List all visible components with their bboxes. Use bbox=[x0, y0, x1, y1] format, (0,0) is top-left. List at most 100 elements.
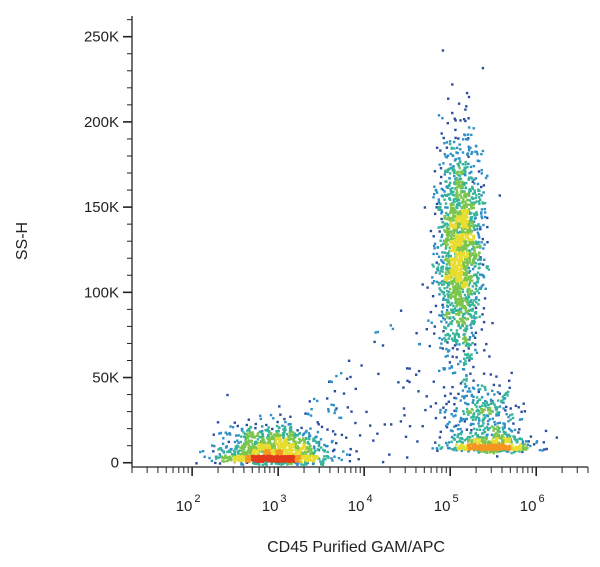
event-dot bbox=[466, 272, 469, 275]
x-tick-label: 10 5 bbox=[434, 493, 459, 515]
event-dot bbox=[439, 206, 442, 209]
event-dot bbox=[445, 279, 449, 283]
event-dot bbox=[294, 446, 297, 449]
event-dot bbox=[454, 225, 458, 228]
event-dot bbox=[348, 460, 352, 463]
event-dot bbox=[510, 371, 513, 375]
event-dot bbox=[251, 431, 254, 434]
event-dot bbox=[312, 451, 315, 455]
event-dot bbox=[437, 226, 440, 229]
event-dot bbox=[506, 446, 510, 449]
event-dot bbox=[448, 301, 451, 304]
event-dot bbox=[449, 317, 452, 320]
event-dot bbox=[503, 424, 506, 427]
event-dot bbox=[497, 434, 501, 437]
event-dot bbox=[313, 397, 316, 401]
event-dot bbox=[459, 382, 463, 385]
event-dot bbox=[461, 322, 465, 326]
event-dot bbox=[454, 243, 457, 246]
event-dot bbox=[476, 231, 480, 234]
event-dot bbox=[417, 369, 421, 373]
event-dot bbox=[301, 455, 305, 458]
event-dot bbox=[443, 215, 446, 218]
event-dot bbox=[221, 442, 225, 445]
event-dot bbox=[509, 429, 512, 432]
event-dot bbox=[288, 451, 292, 454]
event-dot bbox=[472, 334, 475, 338]
event-dot bbox=[474, 331, 478, 334]
event-dot bbox=[475, 410, 478, 413]
event-dot bbox=[479, 256, 482, 259]
event-dot bbox=[261, 447, 264, 450]
event-dot bbox=[453, 334, 457, 337]
event-dot bbox=[479, 198, 482, 201]
event-dot bbox=[222, 460, 226, 463]
event-dot bbox=[477, 254, 480, 257]
event-dot bbox=[440, 226, 444, 229]
event-dot bbox=[476, 152, 479, 156]
event-dot bbox=[248, 445, 252, 449]
event-dot bbox=[509, 435, 512, 438]
event-dot bbox=[437, 206, 440, 209]
event-dot bbox=[451, 258, 454, 261]
event-dot bbox=[293, 452, 296, 456]
event-dot bbox=[445, 222, 448, 226]
event-dot bbox=[465, 428, 469, 431]
event-dot bbox=[447, 296, 450, 299]
event-dot bbox=[497, 441, 501, 444]
event-dot bbox=[259, 444, 262, 447]
event-dot bbox=[474, 311, 478, 315]
event-dot bbox=[311, 462, 315, 466]
event-dot bbox=[520, 438, 523, 441]
event-dot bbox=[464, 186, 467, 190]
event-dot bbox=[451, 279, 455, 282]
event-dot bbox=[315, 441, 318, 444]
event-dot bbox=[216, 421, 220, 424]
event-dot bbox=[238, 449, 241, 452]
event-dot bbox=[449, 303, 452, 307]
event-dot bbox=[451, 224, 455, 227]
event-dot bbox=[270, 453, 273, 456]
event-dot bbox=[486, 423, 490, 426]
event-dot bbox=[264, 442, 267, 445]
event-dot bbox=[463, 448, 466, 452]
event-dot bbox=[434, 441, 437, 444]
event-dot bbox=[485, 266, 489, 270]
event-dot bbox=[285, 432, 289, 436]
event-dot bbox=[296, 455, 299, 458]
event-dot bbox=[469, 254, 473, 257]
event-dot bbox=[471, 303, 474, 306]
event-dot bbox=[472, 178, 476, 181]
event-dot bbox=[454, 414, 457, 417]
event-dot bbox=[480, 241, 483, 244]
event-dot bbox=[446, 289, 449, 293]
event-dot bbox=[477, 298, 481, 302]
event-dot bbox=[460, 220, 463, 223]
event-dot bbox=[458, 420, 462, 423]
event-dot bbox=[261, 437, 265, 440]
event-dot bbox=[441, 251, 444, 254]
event-dot bbox=[445, 146, 449, 149]
event-dot bbox=[448, 421, 451, 424]
event-dot bbox=[496, 422, 499, 425]
event-dot bbox=[483, 437, 486, 440]
event-dot bbox=[446, 231, 450, 234]
event-dot bbox=[460, 278, 463, 281]
event-dot bbox=[523, 410, 527, 413]
event-dot bbox=[455, 277, 459, 280]
event-dot bbox=[454, 424, 458, 427]
event-dot bbox=[438, 369, 441, 373]
event-dot bbox=[237, 451, 240, 454]
event-dot bbox=[505, 405, 508, 409]
event-dot bbox=[227, 440, 230, 444]
event-dot bbox=[258, 456, 261, 459]
event-dot bbox=[426, 286, 429, 289]
event-dot bbox=[461, 235, 464, 238]
event-dot bbox=[456, 248, 459, 251]
event-dot bbox=[466, 192, 469, 195]
event-dot bbox=[477, 263, 481, 266]
event-dot bbox=[461, 215, 464, 218]
event-dot bbox=[254, 422, 257, 426]
event-dot bbox=[508, 445, 511, 448]
